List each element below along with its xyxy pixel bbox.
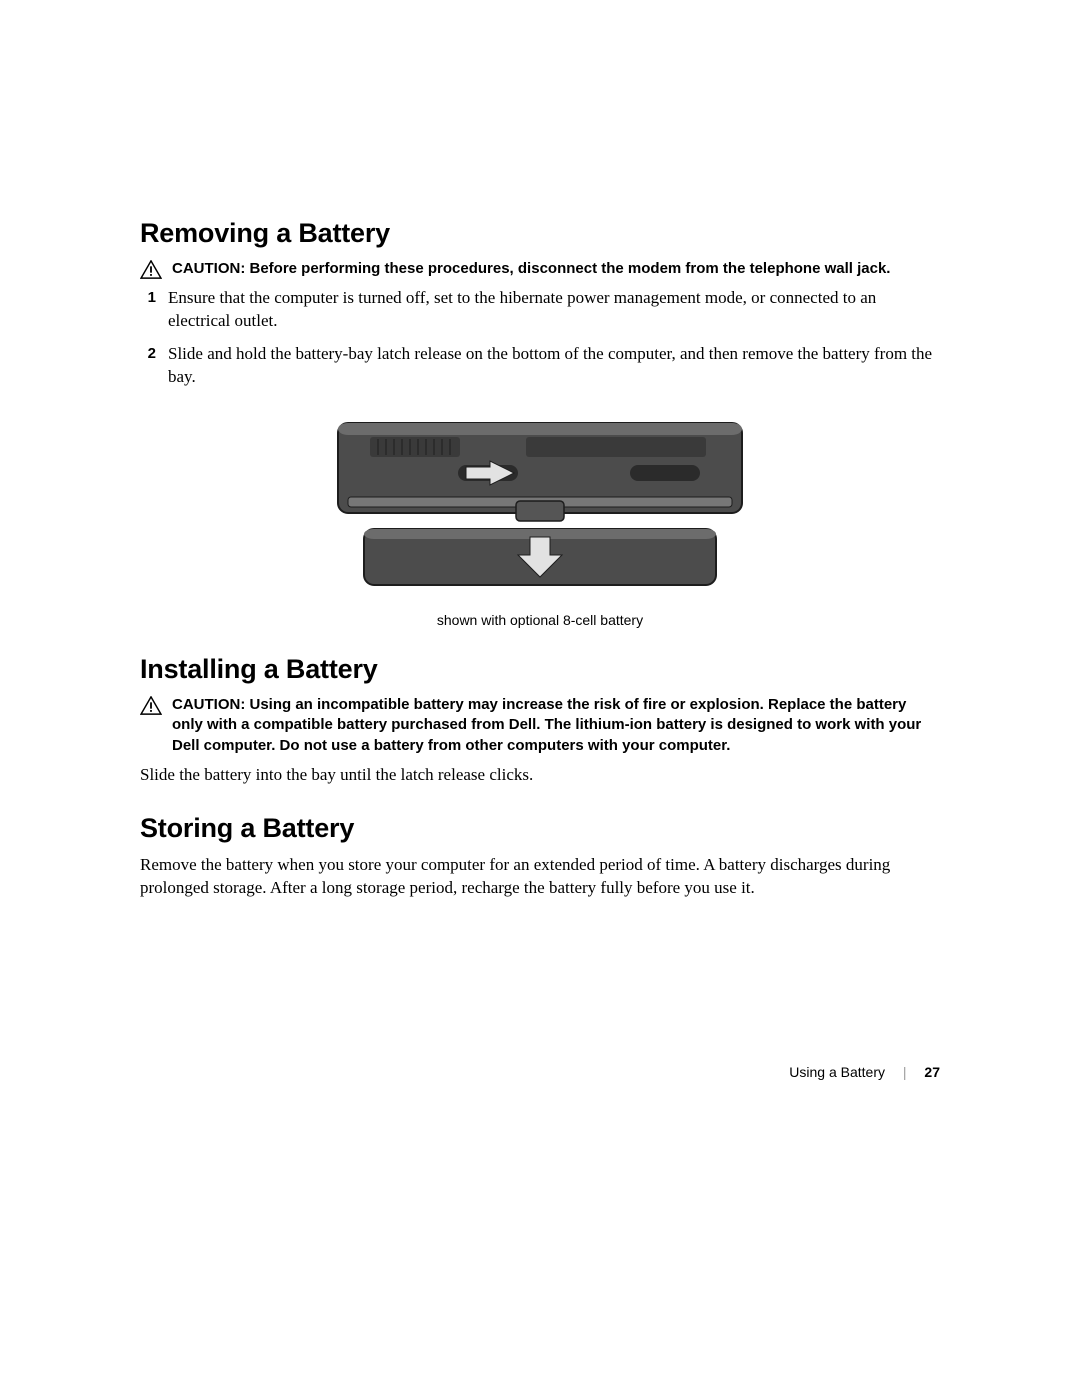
caution-body: Using an incompatible battery may increa… [172,696,921,754]
caution-label: CAUTION: [172,260,250,277]
caution-icon [140,696,162,715]
footer-chapter: Using a Battery [789,1064,885,1080]
heading-removing: Removing a Battery [140,218,940,249]
steps-removing: 1 Ensure that the computer is turned off… [140,287,940,389]
caution-label: CAUTION: [172,696,250,713]
caution-icon [140,260,162,279]
body-storing: Remove the battery when you store your c… [140,854,940,900]
caution-text-removing: CAUTION: Before performing these procedu… [172,259,890,279]
step-number: 2 [140,343,168,364]
page-footer: Using a Battery | 27 [789,1064,940,1080]
figure-caption: shown with optional 8-cell battery [140,612,940,628]
footer-page-number: 27 [924,1064,940,1080]
heading-installing: Installing a Battery [140,654,940,685]
heading-storing: Storing a Battery [140,813,940,844]
page-content: Removing a Battery CAUTION: Before perfo… [140,218,940,900]
caution-text-installing: CAUTION: Using an incompatible battery m… [172,695,940,756]
figure-container [140,417,940,602]
caution-removing: CAUTION: Before performing these procedu… [140,259,940,279]
body-installing: Slide the battery into the bay until the… [140,764,940,787]
battery-removal-figure [330,417,750,602]
list-item: 1 Ensure that the computer is turned off… [140,287,940,333]
caution-body: Before performing these procedures, disc… [250,260,891,277]
step-number: 1 [140,287,168,308]
step-text: Ensure that the computer is turned off, … [168,287,940,333]
list-item: 2 Slide and hold the battery-bay latch r… [140,343,940,389]
caution-installing: CAUTION: Using an incompatible battery m… [140,695,940,756]
step-text: Slide and hold the battery-bay latch rel… [168,343,940,389]
footer-separator: | [889,1064,921,1080]
